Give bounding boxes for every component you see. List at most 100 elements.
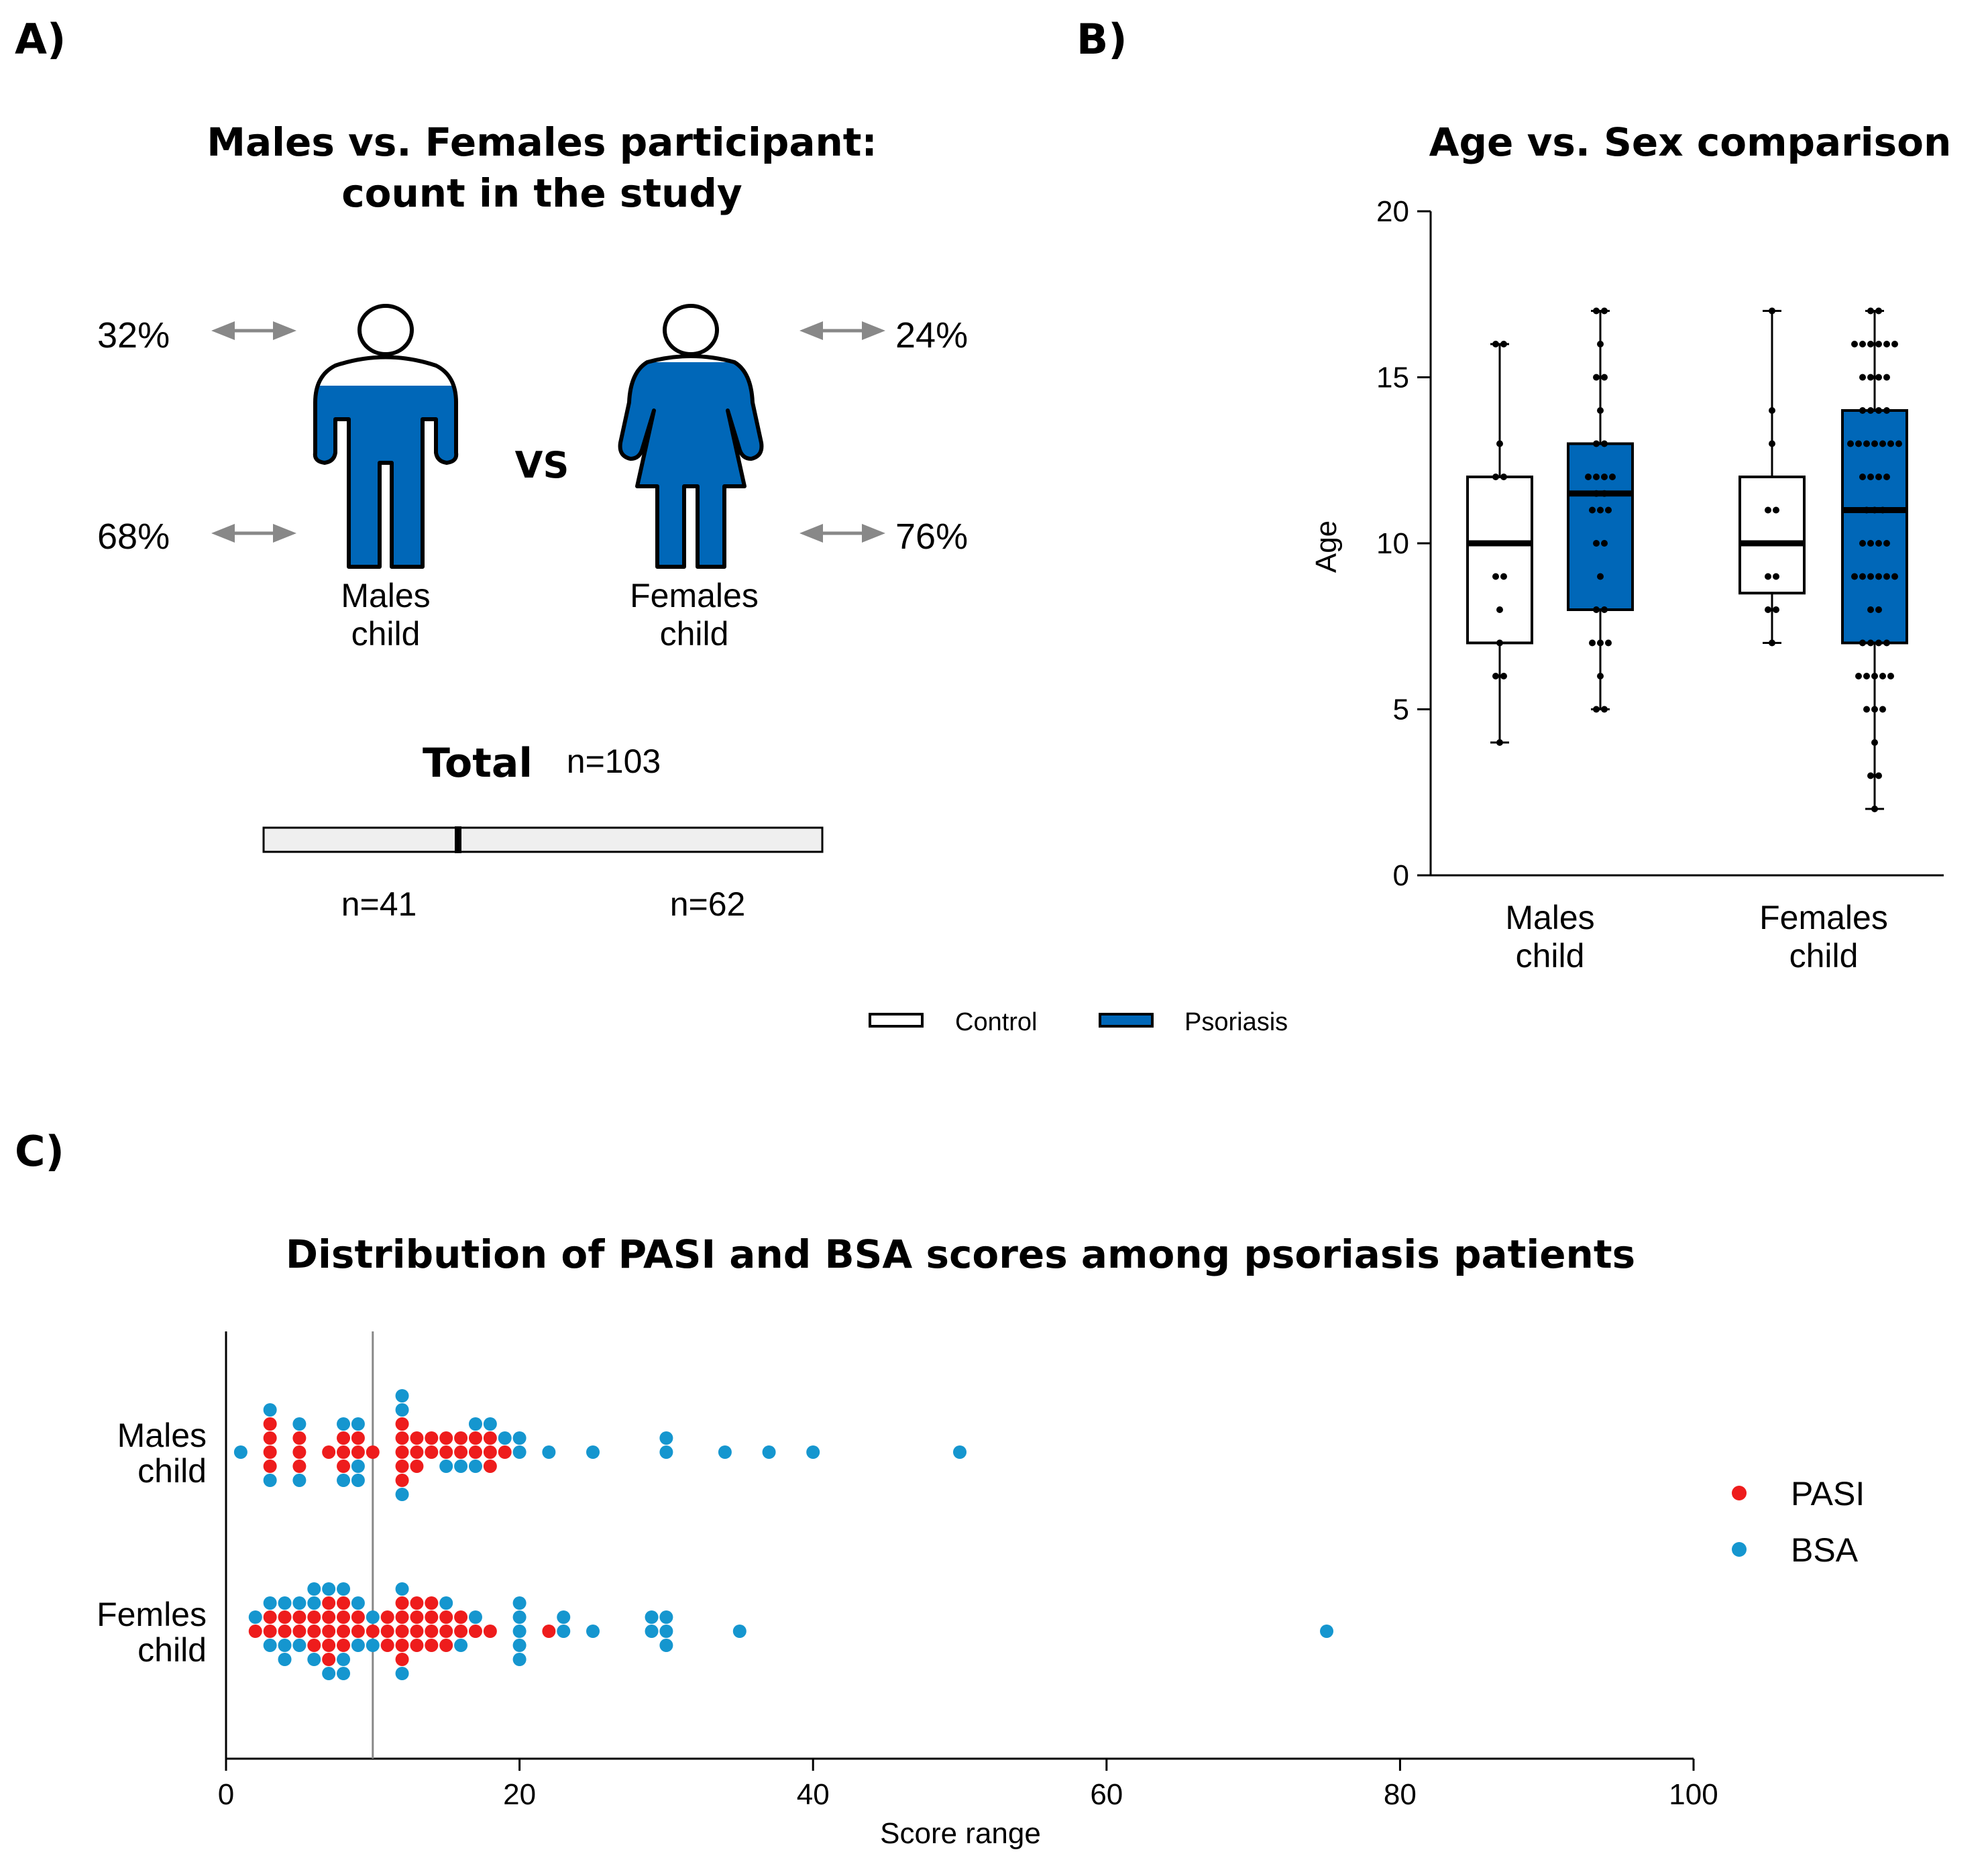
dot-pasi — [498, 1445, 512, 1459]
box-iqr — [1567, 442, 1634, 611]
box-data-point — [1605, 506, 1612, 514]
box-data-point — [1859, 341, 1866, 347]
box-data-point — [1863, 506, 1870, 514]
y-tick-label: 0 — [1393, 859, 1409, 892]
dot-pasi — [395, 1610, 409, 1624]
males-label-line2: child — [351, 615, 421, 653]
males-top-pct: 32% — [97, 315, 170, 355]
dot-bsa — [468, 1460, 482, 1473]
dot-bsa — [263, 1639, 277, 1652]
panel-label-c: C) — [15, 1127, 64, 1176]
box-y-axis-label: Age — [1310, 520, 1343, 573]
dot-pasi — [395, 1639, 409, 1652]
dot-bsa — [292, 1596, 307, 1610]
dot-bsa — [659, 1445, 673, 1459]
dot-pasi — [395, 1445, 409, 1459]
box-data-point — [1879, 440, 1886, 447]
box-data-point — [1859, 374, 1866, 381]
dot-bsa — [395, 1403, 409, 1417]
legend-control-label: Control — [955, 1008, 1038, 1036]
dot-bsa — [263, 1474, 277, 1487]
box-data-point — [1593, 307, 1600, 315]
dot-pasi — [439, 1445, 453, 1459]
dot-pasi — [307, 1639, 321, 1652]
box-data-point — [1597, 341, 1604, 347]
dot-pasi — [439, 1625, 453, 1638]
dot-bsa — [292, 1474, 307, 1487]
box-data-point — [1769, 407, 1775, 414]
box-data-point — [1773, 506, 1779, 514]
dot-pasi — [278, 1625, 292, 1638]
box-data-point — [1891, 573, 1898, 580]
dot-pasi — [410, 1610, 424, 1624]
double-arrow-icon — [211, 524, 296, 543]
dot-pasi — [337, 1596, 351, 1610]
y-category-label: child — [137, 1631, 207, 1669]
total-bar — [262, 826, 824, 853]
n-females: n=62 — [670, 885, 746, 923]
legend-pasi-label: PASI — [1791, 1475, 1865, 1513]
dot-bsa — [278, 1596, 292, 1610]
dot-pasi — [410, 1639, 424, 1652]
dot-bsa — [659, 1639, 673, 1652]
box-iqr — [1466, 476, 1533, 645]
dot-pasi — [292, 1625, 307, 1638]
box-data-point — [1871, 440, 1878, 447]
female-figure-icon — [618, 304, 764, 569]
box-data-point — [1601, 374, 1608, 381]
box-data-point — [1593, 540, 1600, 547]
double-arrow-icon — [211, 321, 296, 340]
box-data-point — [1871, 806, 1878, 812]
dot-pasi — [468, 1625, 482, 1638]
dot-bsa — [395, 1582, 409, 1596]
scatter-plot-area — [233, 1389, 1333, 1680]
dot-pasi — [395, 1653, 409, 1666]
dot-pasi — [292, 1610, 307, 1624]
box-data-point — [1859, 540, 1866, 547]
box-data-point — [1593, 374, 1600, 381]
dot-pasi — [483, 1625, 497, 1638]
x-category-label: Males — [1505, 899, 1594, 936]
dot-bsa — [512, 1431, 527, 1445]
females-label-line1: Females — [630, 577, 759, 614]
box-data-point — [1867, 772, 1874, 779]
box-data-point — [1597, 573, 1604, 580]
total-bar-split — [455, 826, 461, 853]
dot-pasi — [395, 1417, 409, 1431]
box-data-point — [1867, 307, 1874, 315]
y-category-label: Femles — [97, 1596, 207, 1633]
y-category-label: Males — [117, 1417, 207, 1454]
box-data-point — [1883, 639, 1890, 647]
y-tick-label: 5 — [1393, 694, 1409, 726]
dot-bsa — [762, 1445, 776, 1459]
dot-bsa — [278, 1639, 292, 1652]
box-data-point — [1871, 673, 1878, 679]
box-data-point — [1589, 506, 1596, 514]
box-data-point — [1875, 606, 1882, 613]
dot-bsa — [732, 1625, 747, 1638]
dot-pasi — [351, 1445, 365, 1459]
dot-bsa — [307, 1653, 321, 1666]
legend-psoriasis-label: Psoriasis — [1184, 1008, 1288, 1036]
box-data-point — [1859, 407, 1866, 414]
box-data-point — [1879, 506, 1886, 514]
box-plot-area — [1466, 307, 1908, 812]
box-data-point — [1871, 506, 1878, 514]
box-data-point — [1847, 440, 1854, 447]
dot-pasi — [322, 1445, 336, 1459]
total-label: Total — [423, 740, 533, 787]
dot-pasi — [337, 1610, 351, 1624]
dot-pasi — [263, 1625, 277, 1638]
box-data-point — [1593, 474, 1600, 480]
dot-pasi — [322, 1625, 336, 1638]
dot-pasi — [263, 1445, 277, 1459]
dot-bsa — [351, 1639, 365, 1652]
dot-pasi — [425, 1596, 439, 1610]
box-data-point — [1601, 474, 1608, 480]
dot-pasi — [380, 1639, 394, 1652]
dot-pasi — [468, 1431, 482, 1445]
box-data-point — [1773, 573, 1779, 580]
box-data-point — [1883, 540, 1890, 547]
box-data-point — [1492, 341, 1499, 347]
